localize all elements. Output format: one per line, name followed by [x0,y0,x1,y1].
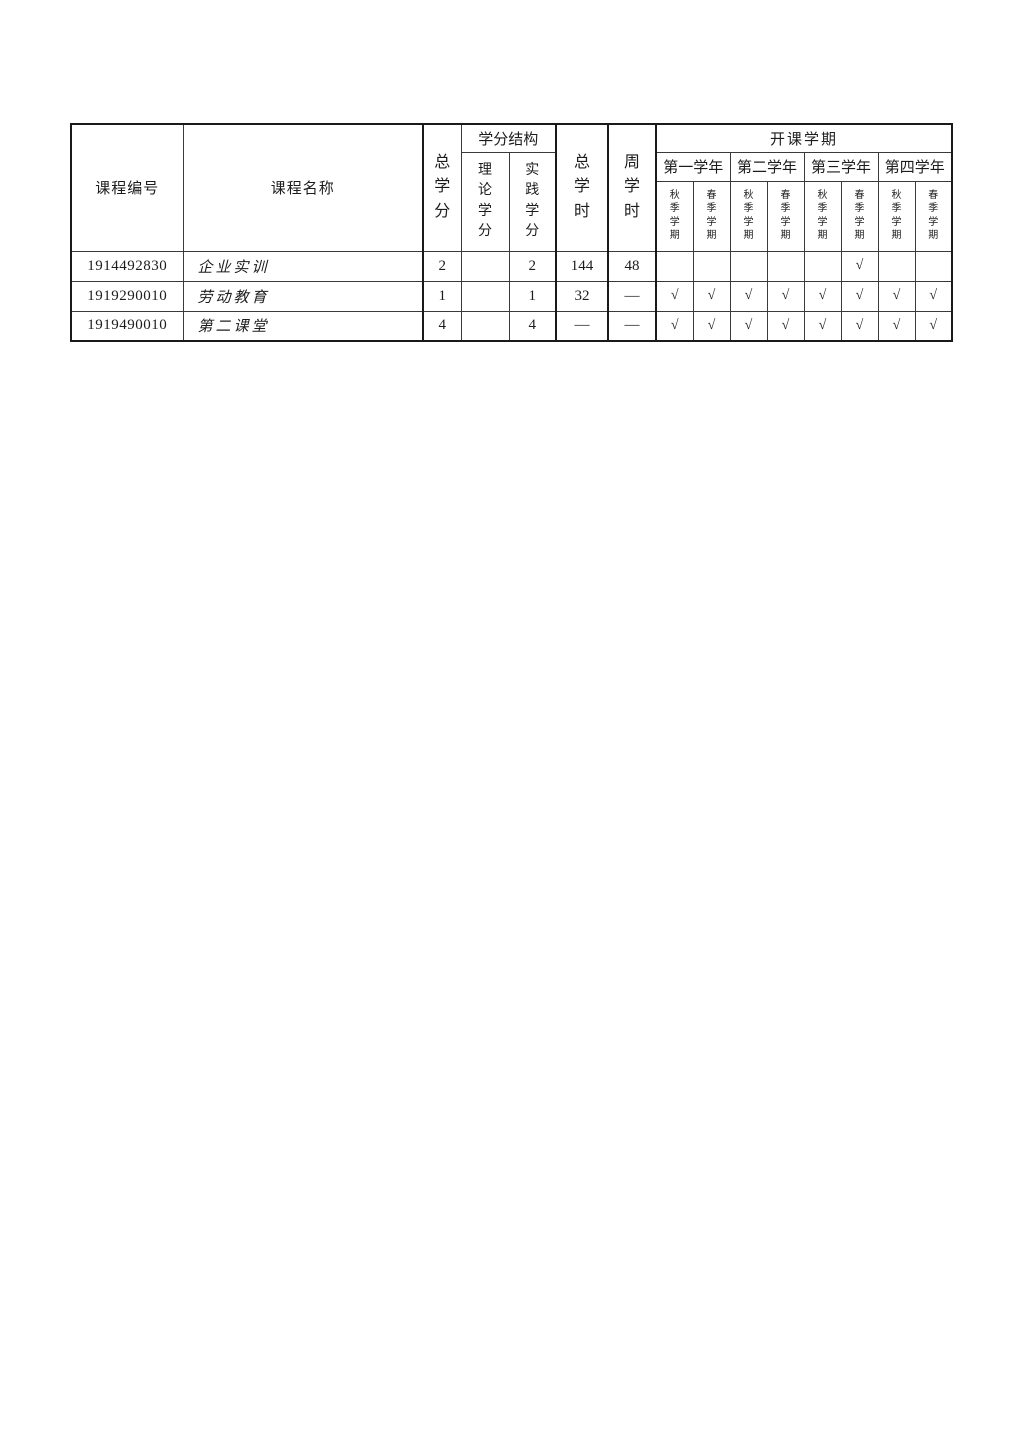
course-name-cell: 第二课堂 [182,310,424,342]
semester-check-cell: √ [729,310,768,342]
semester-check-cell [766,250,805,282]
spring-semester-label: 春季学期 [854,189,865,242]
practice-credits-cell: 4 [508,310,557,342]
total-credits-cell: 4 [422,310,462,342]
header-y1-spring: 春季学期 [692,180,731,252]
weekly-hours-cell: — [607,280,657,312]
course-schedule-table: 课程编号 课程名称 总学分 学分结构 总学时 周学时 开课学期 理论学分 实践学… [70,123,954,342]
header-theory-credits-label: 理论学分 [478,162,492,239]
header-weekly-hours: 周学时 [607,123,657,252]
semester-check-cell: √ [729,280,768,312]
fall-semester-label: 秋季学期 [891,189,902,242]
semester-check-cell [692,250,731,282]
header-y3-spring: 春季学期 [840,180,879,252]
header-row-1: 课程编号 课程名称 总学分 学分结构 总学时 周学时 开课学期 [70,123,953,252]
semester-check-cell [729,250,768,282]
course-code-cell: 1919290010 [70,280,184,312]
fall-semester-label: 秋季学期 [817,189,828,242]
fall-semester-label: 秋季学期 [743,189,754,242]
semester-check-cell: √ [655,310,694,342]
header-credit-structure: 学分结构 [460,123,557,153]
header-year-3: 第三学年 [803,151,879,182]
header-practice-credits-label: 实践学分 [525,162,540,239]
fall-semester-label: 秋季学期 [669,189,680,242]
semester-check-cell: √ [803,280,842,312]
semester-check-cell: √ [840,310,879,342]
header-course-code: 课程编号 [70,123,184,252]
header-total-hours: 总学时 [555,123,609,252]
semester-check-cell: √ [877,310,916,342]
semester-check-cell [914,250,953,282]
header-total-credits-label: 总学分 [434,153,451,221]
header-y2-spring: 春季学期 [766,180,805,252]
header-total-credits: 总学分 [422,123,462,252]
table-row: 1919490010 第二课堂 4 4 — — √ √ √ √ √ √ √ √ [70,310,953,342]
spring-semester-label: 春季学期 [928,189,939,242]
semester-check-cell: √ [655,280,694,312]
header-year-2: 第二学年 [729,151,805,182]
header-semesters-offered: 开课学期 [655,123,953,153]
weekly-hours-cell: 48 [607,250,657,282]
semester-check-cell: √ [692,280,731,312]
total-hours-cell: — [555,310,609,342]
semester-check-cell: √ [766,310,805,342]
course-name-cell: 劳动教育 [182,280,424,312]
header-y4-spring: 春季学期 [914,180,953,252]
theory-credits-cell [460,310,510,342]
header-course-name: 课程名称 [182,123,424,252]
total-credits-cell: 2 [422,250,462,282]
spring-semester-label: 春季学期 [780,189,791,242]
practice-credits-cell: 2 [508,250,557,282]
semester-check-cell: √ [914,280,953,312]
header-year-1: 第一学年 [655,151,731,182]
total-hours-cell: 144 [555,250,609,282]
semester-check-cell: √ [877,280,916,312]
semester-check-cell: √ [840,250,879,282]
header-row-3: 秋季学期 春季学期 秋季学期 春季学期 秋季学期 春季学期 秋季学期 春季学期 [71,180,953,252]
theory-credits-cell [460,280,510,312]
header-y2-fall: 秋季学期 [729,180,768,252]
course-code-cell: 1914492830 [70,250,184,282]
practice-credits-cell: 1 [508,280,557,312]
header-y4-fall: 秋季学期 [877,180,916,252]
semester-check-cell: √ [840,280,879,312]
header-practice-credits: 实践学分 [508,151,557,252]
semester-check-cell [877,250,916,282]
header-year-4: 第四学年 [877,151,953,182]
theory-credits-cell [460,250,510,282]
total-credits-cell: 1 [422,280,462,312]
semester-check-cell: √ [692,310,731,342]
course-name-cell: 企业实训 [182,250,424,282]
table-row: 1919290010 劳动教育 1 1 32 — √ √ √ √ √ √ √ √ [70,280,953,312]
spring-semester-label: 春季学期 [706,189,717,242]
semester-check-cell: √ [803,310,842,342]
header-total-hours-label: 总学时 [574,153,591,221]
header-y1-fall: 秋季学期 [655,180,694,252]
total-hours-cell: 32 [555,280,609,312]
semester-check-cell: √ [914,310,953,342]
course-code-cell: 1919490010 [70,310,184,342]
header-y3-fall: 秋季学期 [803,180,842,252]
header-theory-credits: 理论学分 [460,151,510,252]
header-weekly-hours-label: 周学时 [624,153,641,221]
semester-check-cell [803,250,842,282]
semester-check-cell: √ [766,280,805,312]
semester-check-cell [655,250,694,282]
table-row: 1914492830 企业实训 2 2 144 48 √ [70,250,953,282]
weekly-hours-cell: — [607,310,657,342]
